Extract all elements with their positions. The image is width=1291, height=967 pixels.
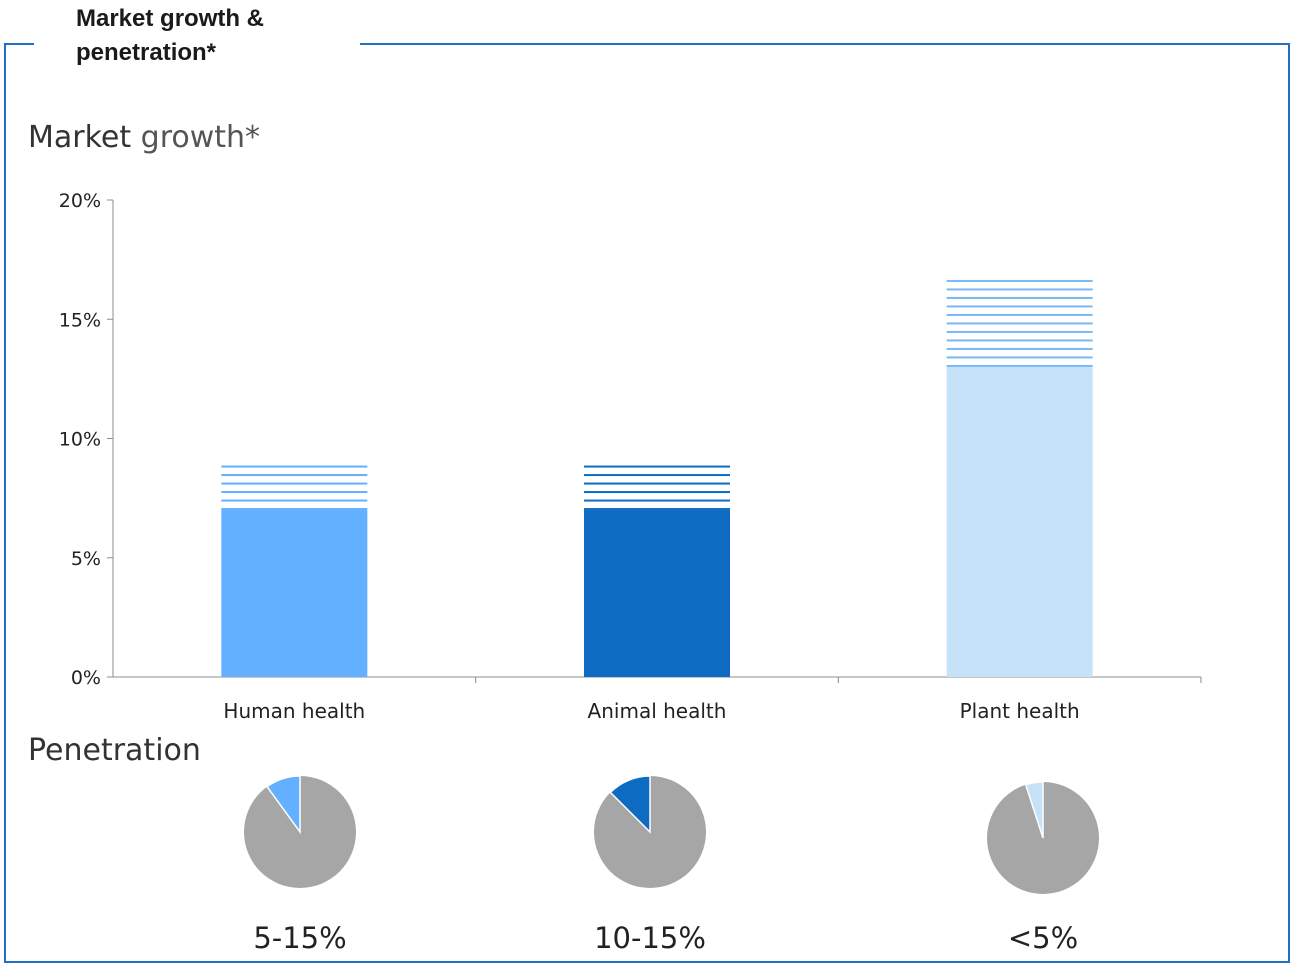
bar-stripe: [584, 474, 730, 477]
bar-stripe: [946, 288, 1093, 291]
bar-stripe: [946, 356, 1093, 359]
pie-slice-share: [609, 775, 651, 834]
pie-value-label: 10-15%: [594, 921, 706, 955]
market-growth-title-part2: growth*: [140, 120, 261, 155]
bar-stripe: [584, 465, 730, 468]
penetration-charts: 5-15% 10-15% <5%: [244, 775, 1099, 955]
bar-stripe: [221, 499, 368, 502]
pie-chart: [244, 775, 356, 888]
bar-solid: [946, 366, 1093, 677]
y-tick-label: 20%: [59, 190, 101, 212]
bar-stripe: [584, 491, 730, 494]
bar-stripe: [946, 313, 1093, 316]
bar-stripe: [221, 474, 368, 477]
bar-stripe: [584, 508, 730, 511]
bar-stripe: [221, 508, 368, 511]
bar-solid: [584, 510, 730, 677]
y-tick-label: 0%: [71, 667, 101, 689]
bar-stripe: [946, 339, 1093, 342]
bar-stripe: [221, 465, 368, 468]
market-growth-chart: 0% 5% 10% 15% 20% Human health Animal health Pl…: [59, 190, 1202, 723]
bar-striped: [946, 279, 1093, 367]
pie-chart: [594, 775, 706, 888]
bar-striped: [584, 465, 730, 511]
x-tick-label: Human health: [223, 699, 365, 723]
y-tick-label: 15%: [59, 309, 101, 331]
bar-stripe: [584, 482, 730, 485]
bar-stripe: [221, 482, 368, 485]
pie-value-label: 5-15%: [253, 921, 346, 955]
penetration-title: Penetration: [28, 733, 201, 768]
panel-title: Market growth & penetration*: [76, 5, 265, 66]
bar-stripe: [946, 305, 1093, 308]
bar-stripe: [946, 322, 1093, 325]
bar-stripe: [946, 296, 1093, 299]
bar-stripe: [946, 330, 1093, 333]
bar-stripe: [946, 364, 1093, 367]
pie-value-label: <5%: [1008, 921, 1078, 955]
pie-slice-share: [1024, 781, 1044, 839]
x-tick-label: Animal health: [588, 699, 727, 723]
bar-stripe: [221, 491, 368, 494]
bar-solid: [221, 510, 368, 677]
bar-stripe: [946, 347, 1093, 350]
market-growth-title-part1: Market: [28, 120, 132, 155]
bar-stripe: [584, 499, 730, 502]
y-tick-label: 5%: [71, 548, 101, 570]
pie-slice-share: [266, 775, 301, 835]
pie-chart: [987, 781, 1099, 894]
x-tick-label: Plant health: [960, 699, 1080, 723]
market-growth-title: Market growth*: [28, 120, 260, 155]
y-tick-label: 10%: [59, 429, 101, 451]
bar-stripe: [946, 279, 1093, 282]
bar-striped: [221, 465, 368, 511]
